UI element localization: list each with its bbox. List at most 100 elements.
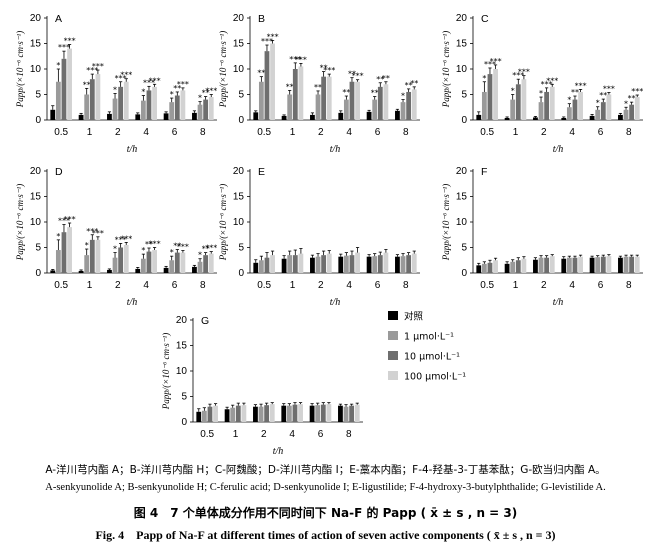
- significance-mark: **: [405, 81, 413, 90]
- significance-mark: *: [56, 232, 60, 241]
- y-tick-label: 5: [238, 90, 244, 101]
- bar: [634, 256, 640, 273]
- x-tick-label: 6: [375, 280, 381, 291]
- bar: [152, 86, 157, 120]
- bar: [95, 239, 101, 273]
- bar: [253, 262, 259, 273]
- x-tick-label: 0.5: [257, 127, 271, 138]
- bar: [67, 227, 72, 273]
- panel-label: F: [481, 166, 487, 178]
- bar: [487, 74, 493, 120]
- bar: [566, 107, 572, 120]
- bar: [89, 79, 95, 120]
- y-axis-label: Papp/(×10⁻⁶ cm·s⁻¹): [218, 184, 228, 261]
- caption-legend-en: A-senkyunolide A; B-senkyunolide H; C-fe…: [45, 482, 606, 493]
- bar: [623, 256, 629, 273]
- bar: [264, 257, 270, 273]
- significance-mark: ***: [58, 43, 70, 52]
- significance-mark: ***: [143, 78, 155, 87]
- significance-mark: *: [113, 245, 117, 254]
- x-tick-label: 2: [318, 280, 324, 291]
- significance-mark: ***: [295, 55, 307, 64]
- legend-label: 10 μmol·L⁻¹: [404, 352, 460, 363]
- chart-panel-f: 0 5 10 15 20 F Papp/(×10⁻⁶ cm·s⁻¹) t/h 0.5 1 2 4 6 8: [441, 166, 643, 308]
- bar: [355, 81, 360, 120]
- x-tick-label: 1: [513, 127, 519, 138]
- y-tick-label: 20: [233, 166, 245, 177]
- bar: [146, 90, 152, 120]
- significance-mark: *: [141, 88, 145, 97]
- significance-mark: ***: [484, 60, 496, 69]
- bar: [326, 76, 332, 120]
- panel-label: A: [55, 13, 62, 25]
- bar: [50, 270, 56, 273]
- bar: [163, 267, 169, 273]
- bar: [366, 111, 372, 120]
- bar: [112, 257, 118, 273]
- significance-mark: ***: [92, 62, 104, 71]
- significance-mark: ***: [64, 37, 76, 46]
- bar: [152, 250, 157, 273]
- panel-label: B: [258, 13, 265, 25]
- x-tick-label: 6: [172, 280, 178, 291]
- bar: [315, 94, 321, 120]
- y-tick-label: 15: [233, 39, 245, 50]
- x-tick-label: 6: [318, 429, 324, 440]
- y-tick-label: 15: [456, 39, 468, 50]
- bar: [578, 91, 583, 120]
- legend-swatch: [388, 331, 398, 340]
- bar: [606, 256, 612, 273]
- significance-mark: ***: [261, 37, 273, 46]
- bar: [258, 81, 264, 120]
- bar: [338, 112, 344, 120]
- y-tick-label: 10: [456, 64, 468, 75]
- significance-mark: **: [599, 91, 607, 100]
- bar: [510, 99, 516, 120]
- bar: [84, 94, 90, 120]
- bar: [135, 114, 141, 120]
- significance-mark: *: [198, 94, 202, 103]
- significance-mark: *: [198, 251, 202, 260]
- bar: [481, 91, 487, 120]
- bar: [343, 99, 349, 120]
- x-tick-label: 0.5: [257, 280, 271, 291]
- x-tick-label: 2: [541, 127, 547, 138]
- bar: [298, 253, 304, 273]
- bar: [533, 259, 538, 273]
- bar: [192, 112, 197, 120]
- significance-mark: ***: [603, 84, 615, 93]
- x-tick-label: 1: [233, 429, 239, 440]
- x-tick-label: 6: [598, 127, 604, 138]
- caption-title-en: Fig. 4 Papp of Na-F at different times o…: [95, 528, 556, 542]
- bar: [286, 405, 292, 422]
- bar: [578, 256, 583, 273]
- significance-mark: ***: [323, 66, 335, 75]
- bar: [118, 86, 124, 120]
- bar: [112, 98, 118, 120]
- bar: [561, 117, 567, 120]
- legend-swatch: [388, 351, 398, 360]
- y-tick-label: 5: [35, 90, 41, 101]
- bar: [326, 404, 332, 422]
- significance-mark: *: [539, 89, 543, 98]
- bar: [481, 263, 487, 273]
- significance-mark: **: [376, 75, 384, 84]
- y-tick-label: 10: [176, 366, 188, 377]
- bar: [180, 252, 186, 273]
- bar: [197, 261, 203, 273]
- bar: [298, 66, 304, 120]
- bar: [146, 251, 152, 273]
- legend-label: 100 μmol·L⁻¹: [404, 372, 466, 383]
- bar: [258, 406, 264, 422]
- bar: [281, 258, 287, 273]
- bar: [600, 102, 606, 120]
- bar: [600, 256, 606, 273]
- legend-label: 1 μmol·L⁻¹: [404, 332, 454, 343]
- significance-mark: ***: [631, 87, 643, 96]
- y-tick-label: 20: [233, 13, 245, 24]
- y-tick-label: 20: [456, 166, 468, 177]
- y-axis-label: Papp/(×10⁻⁶ cm·s⁻¹): [218, 31, 228, 108]
- significance-mark: ***: [115, 235, 127, 244]
